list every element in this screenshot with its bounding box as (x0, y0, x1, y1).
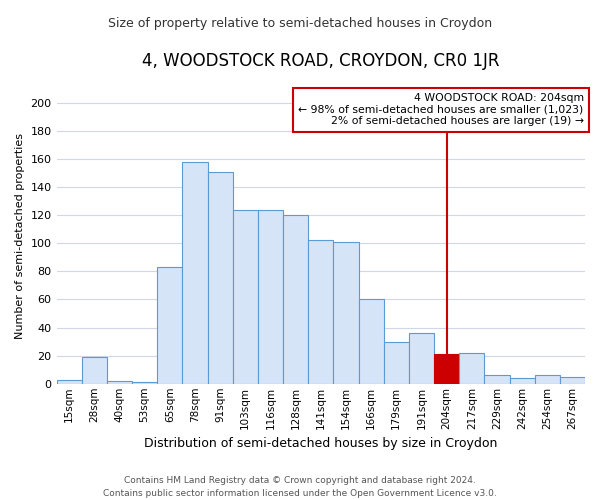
Bar (258, 210, 283, 384)
Bar (56, 380, 82, 384)
Bar (334, 242, 359, 384)
Bar (484, 376, 509, 384)
Bar (208, 172, 233, 384)
Bar (509, 378, 535, 384)
Bar (107, 381, 132, 384)
Bar (383, 342, 409, 384)
Bar (157, 267, 182, 384)
Bar (308, 240, 334, 384)
Bar (132, 382, 157, 384)
Bar (459, 353, 484, 384)
Bar (283, 215, 308, 384)
Text: Contains HM Land Registry data © Crown copyright and database right 2024.
Contai: Contains HM Land Registry data © Crown c… (103, 476, 497, 498)
Text: 4 WOODSTOCK ROAD: 204sqm
← 98% of semi-detached houses are smaller (1,023)
2% of: 4 WOODSTOCK ROAD: 204sqm ← 98% of semi-d… (298, 93, 584, 126)
Bar (535, 376, 560, 384)
Bar (182, 162, 208, 384)
X-axis label: Distribution of semi-detached houses by size in Croydon: Distribution of semi-detached houses by … (144, 437, 497, 450)
Text: Size of property relative to semi-detached houses in Croydon: Size of property relative to semi-detach… (108, 18, 492, 30)
Bar (359, 300, 383, 384)
Bar (82, 357, 107, 384)
Y-axis label: Number of semi-detached properties: Number of semi-detached properties (15, 133, 25, 339)
Bar (409, 333, 434, 384)
Bar (434, 354, 459, 384)
Bar (233, 210, 258, 384)
Title: 4, WOODSTOCK ROAD, CROYDON, CR0 1JR: 4, WOODSTOCK ROAD, CROYDON, CR0 1JR (142, 52, 500, 70)
Bar (560, 376, 585, 384)
